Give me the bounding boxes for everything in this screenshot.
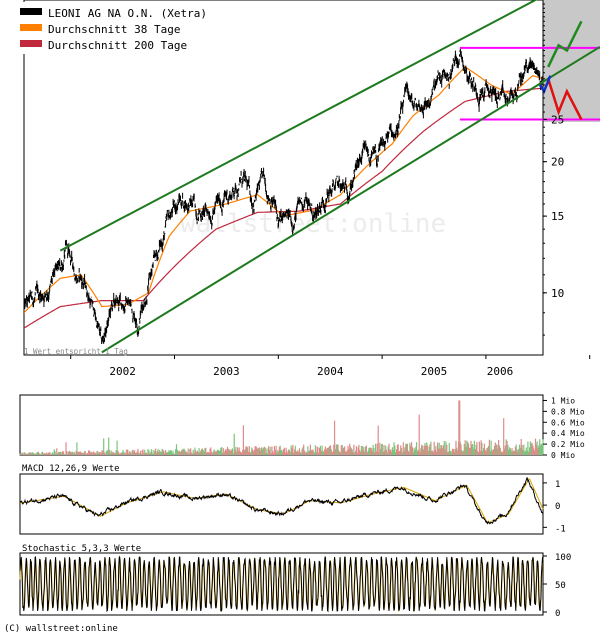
projection-plot <box>59 0 600 354</box>
volume-y-tick-label: 1 Mio <box>551 396 575 405</box>
x-axis-ticks: 2002 2003 2004 2005 2006 <box>70 355 591 378</box>
projection-up-path <box>547 20 583 68</box>
macd-lines <box>19 476 544 525</box>
macd-y-tick-label: -1 <box>555 524 566 534</box>
stochastic-y-tick-label: 100 <box>555 553 571 563</box>
volume-bars-down <box>20 414 539 455</box>
legend-label-ma200: Durchschnitt 200 Tage <box>48 39 187 52</box>
price-plot <box>24 48 543 344</box>
legend-label-price: LEONI AG NA O.N. (Xetra) <box>48 7 207 20</box>
price-y-tick-label: 20 <box>551 156 564 169</box>
price-y-tick-label: 25 <box>551 113 564 126</box>
volume-bars-up <box>19 433 544 455</box>
volume-y-tick-label: 0.2 Mio <box>551 440 585 449</box>
price-y-tick-label: 10 <box>551 287 564 300</box>
x-axis-tick-label: 2004 <box>317 365 344 378</box>
legend-swatch-ma38 <box>20 24 42 31</box>
macd-panel-frame <box>19 473 544 535</box>
macd-title: MACD 12,26,9 Werte <box>22 464 120 474</box>
macd-y-ticks: -1 0 1 <box>543 480 566 534</box>
trend-channel-lower <box>101 46 600 354</box>
volume-y-tick-label: 0.8 Mio <box>551 407 585 416</box>
trend-channel-upper <box>59 0 538 252</box>
stochastic-title: Stochastic 5,3,3 Werte <box>22 544 141 554</box>
x-axis-tick-label: 2002 <box>109 365 136 378</box>
price-series <box>24 48 543 344</box>
legend-swatch-price <box>20 8 42 15</box>
legend: LEONI AG NA O.N. (Xetra) Durchschnitt 38… <box>0 2 208 54</box>
x-axis-tick-label: 2006 <box>487 365 514 378</box>
x-axis-tick-label: 2003 <box>213 365 240 378</box>
volume-y-tick-label: 0.6 Mio <box>551 418 585 427</box>
resolution-note: 1 Wert entspricht 1 Tag <box>24 347 128 356</box>
ma200-line <box>24 87 543 329</box>
legend-swatch-ma200 <box>20 40 42 47</box>
stochastic-lines <box>19 555 544 613</box>
volume-y-tick-label: 0 Mio <box>551 451 575 460</box>
copyright-footer: (C) wallstreet:online <box>4 624 118 634</box>
stochastic-k-line <box>19 555 544 613</box>
x-axis-tick-label: 2005 <box>421 365 448 378</box>
legend-label-ma38: Durchschnitt 38 Tage <box>48 23 180 36</box>
price-y-tick-label: 15 <box>551 210 564 223</box>
macd-line <box>19 476 544 525</box>
projection-down-path <box>547 78 583 121</box>
price-y-ticks: 10 15 20 25 <box>543 3 564 336</box>
volume-y-tick-label: 0.4 Mio <box>551 429 585 438</box>
stochastic-y-tick-label: 50 <box>555 581 566 591</box>
stochastic-y-ticks: 0 50 100 <box>543 553 571 619</box>
macd-y-tick-label: 1 <box>555 480 560 490</box>
volume-y-ticks: 0 Mio 0.2 Mio 0.4 Mio 0.6 Mio 0.8 Mio 1 Mio <box>543 396 585 460</box>
stochastic-y-tick-label: 0 <box>555 609 560 619</box>
macd-y-tick-label: 0 <box>555 502 560 512</box>
volume-bars <box>19 400 544 455</box>
